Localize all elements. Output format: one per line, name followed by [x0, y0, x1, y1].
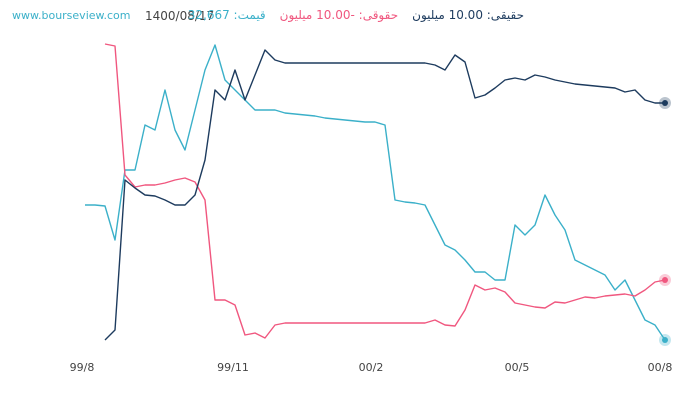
- x-tick-label: 99/8: [70, 361, 95, 374]
- legend-entry: قیمت: 32,667: [187, 8, 266, 22]
- x-tick-label: 00/2: [359, 361, 384, 374]
- end-marker: [662, 277, 668, 283]
- legend: حقیقی: 10.00 میلیون حقوقی: -10.00 میلیون ق…: [188, 8, 524, 22]
- x-tick-label: 00/8: [648, 361, 673, 374]
- series-line: [104, 43, 666, 339]
- x-tick-label: 99/11: [217, 361, 249, 374]
- series-line: [85, 44, 666, 341]
- end-marker: [662, 337, 668, 343]
- legend-entry: حقوقی: -10.00 میلیون: [279, 8, 399, 22]
- site-link: www.bourseview.com: [12, 9, 131, 22]
- date: 1400/08/17: [145, 9, 215, 23]
- end-marker: [662, 100, 668, 106]
- series-line: [104, 49, 665, 341]
- legend-entry: حقیقی: 10.00 میلیون: [412, 8, 524, 22]
- x-tick-label: 00/5: [505, 361, 530, 374]
